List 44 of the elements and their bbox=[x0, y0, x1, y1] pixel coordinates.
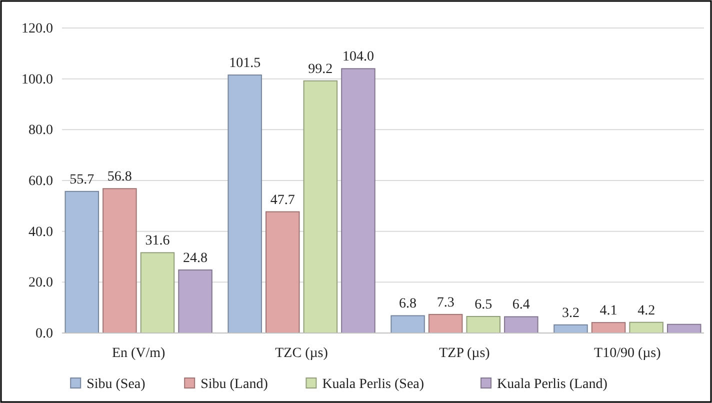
y-tick-label: 0.0 bbox=[36, 326, 53, 342]
bar bbox=[466, 316, 500, 334]
y-tick-label: 100.0 bbox=[22, 72, 53, 88]
bar bbox=[428, 314, 463, 334]
data-label: 31.6 bbox=[145, 234, 170, 249]
data-label: 3.2 bbox=[562, 306, 580, 321]
x-tick-label: T10/90 (µs) bbox=[594, 346, 662, 361]
data-label: 101.5 bbox=[229, 56, 261, 72]
bar bbox=[228, 74, 262, 334]
x-tick-label: En (V/m) bbox=[112, 346, 166, 361]
bar bbox=[341, 68, 376, 334]
data-label: 99.2 bbox=[308, 62, 333, 77]
bar bbox=[629, 322, 664, 334]
bar bbox=[140, 252, 175, 334]
data-label: 4.2 bbox=[638, 303, 656, 318]
bar bbox=[266, 211, 300, 334]
x-tick-label: TZP (µs) bbox=[439, 346, 490, 361]
data-label: 4.1 bbox=[600, 304, 618, 319]
legend-label: Kuala Perlis (Sea) bbox=[322, 377, 424, 392]
y-tick-label: 120.0 bbox=[22, 21, 53, 36]
legend-label: Sibu (Sea) bbox=[86, 377, 146, 392]
bar bbox=[102, 188, 137, 334]
data-label: 6.8 bbox=[399, 296, 417, 312]
data-label: 24.8 bbox=[183, 250, 208, 266]
bar bbox=[303, 80, 338, 334]
x-tick-label: TZC (µs) bbox=[275, 346, 328, 361]
data-label: 6.4 bbox=[512, 298, 530, 313]
data-label: 47.7 bbox=[270, 192, 295, 208]
y-tick-label: 40.0 bbox=[28, 224, 53, 240]
y-tick-label: 60.0 bbox=[28, 174, 53, 189]
legend-label: Kuala Perlis (Land) bbox=[497, 377, 608, 392]
bar bbox=[390, 315, 425, 334]
data-label: 7.3 bbox=[436, 295, 454, 310]
bar bbox=[178, 269, 212, 334]
data-label: 6.5 bbox=[474, 297, 492, 312]
bar bbox=[591, 322, 626, 334]
data-label: 55.7 bbox=[70, 172, 94, 188]
bar bbox=[504, 316, 538, 334]
y-tick-label: 20.0 bbox=[28, 276, 53, 291]
data-label: 56.8 bbox=[107, 170, 132, 185]
data-label: 104.0 bbox=[342, 50, 374, 65]
legend-label: Sibu (Land) bbox=[200, 377, 268, 392]
bar bbox=[64, 190, 100, 334]
y-tick-label: 80.0 bbox=[28, 123, 53, 138]
